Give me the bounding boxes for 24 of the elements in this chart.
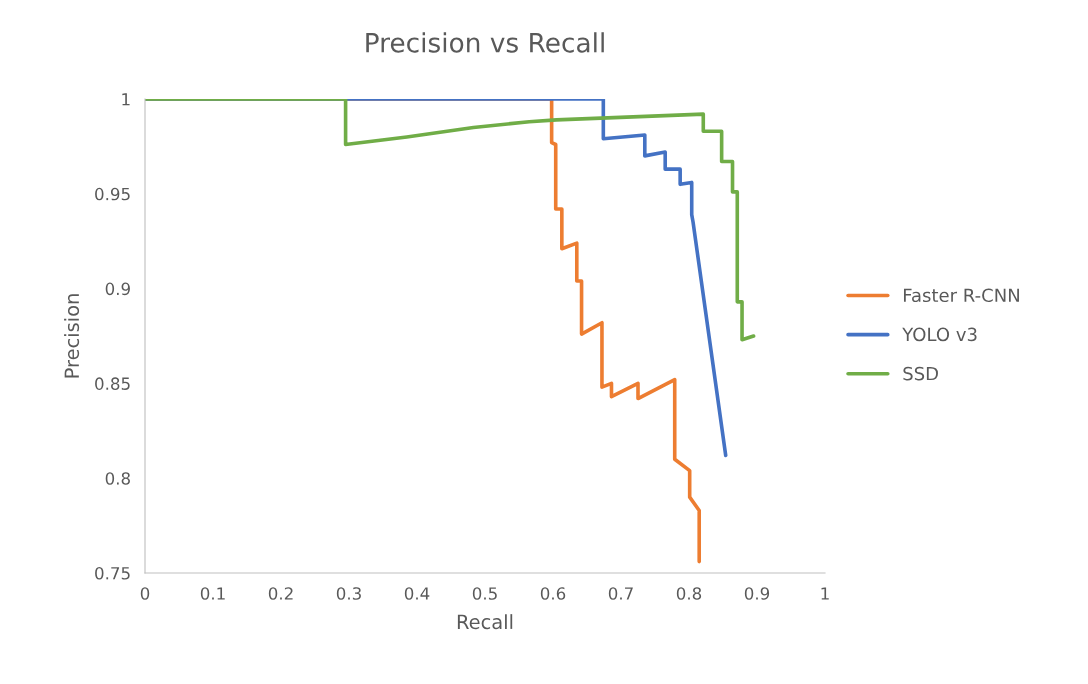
legend-label: Faster R-CNN <box>903 288 1019 303</box>
y-axis-title: Precision <box>64 294 80 378</box>
line-series <box>145 99 756 342</box>
x-tick-label: 0.9 <box>744 587 770 600</box>
x-tick-label: 0.4 <box>404 587 430 600</box>
chart-title: Precision vs Recall <box>366 32 604 53</box>
x-tick-label: 0 <box>140 587 150 600</box>
y-tick-label: 0.9 <box>105 282 130 296</box>
y-tick-label: 0.85 <box>95 377 130 390</box>
x-tick-label: 0.1 <box>200 587 225 600</box>
x-tick-label: 0.6 <box>540 587 566 600</box>
x-tick-label: 1 <box>821 587 829 600</box>
x-tick-label: 0.8 <box>676 587 702 600</box>
legend-label: SSD <box>903 366 938 381</box>
y-tick-label: 1 <box>122 93 130 106</box>
legend-label: YOLO v3 <box>902 327 977 342</box>
x-tick-label: 0.5 <box>472 587 497 600</box>
x-tick-label: 0.3 <box>336 587 361 600</box>
y-tick-label: 0.75 <box>95 566 130 580</box>
x-tick-label: 0.7 <box>608 587 633 600</box>
y-tick-label: 0.8 <box>105 472 130 485</box>
x-tick-label: 0.2 <box>268 587 293 600</box>
y-tick-label: 0.95 <box>95 187 130 201</box>
x-axis-title: Recall <box>457 614 513 630</box>
